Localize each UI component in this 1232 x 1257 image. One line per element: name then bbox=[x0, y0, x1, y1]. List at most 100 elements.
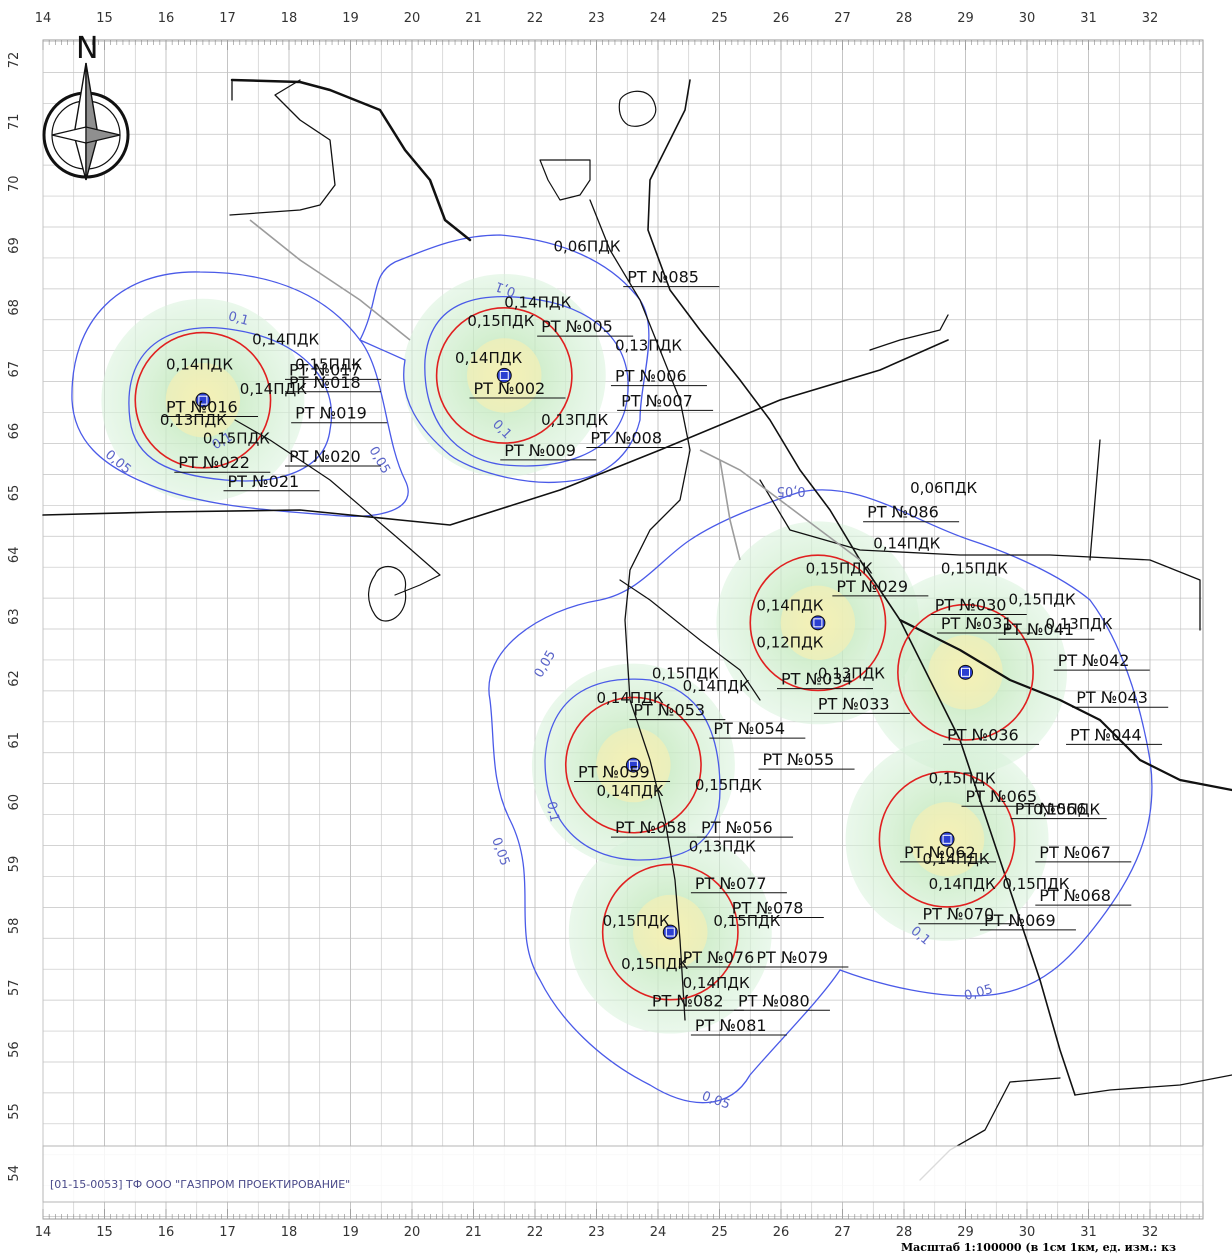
x-tick-label-top: 14 bbox=[35, 11, 52, 26]
frame-ticks bbox=[42, 40, 1200, 1219]
station-label: РТ №082 bbox=[652, 991, 724, 1010]
y-tick-label: 71 bbox=[7, 114, 22, 131]
x-tick-label-top: 29 bbox=[957, 11, 974, 26]
x-tick-label-bottom: 30 bbox=[1019, 1225, 1036, 1240]
station-label-group: РТ №080 bbox=[733, 991, 830, 1011]
station-label-group: РТ №034 bbox=[777, 670, 873, 690]
sanitary-zone-circle bbox=[749, 554, 887, 692]
pdk-label: 0,14ПДК bbox=[683, 677, 750, 695]
station-label-group: РТ №006 bbox=[610, 367, 707, 387]
isoline-value-label: 0,1 bbox=[226, 309, 250, 329]
x-tick-label-bottom: 23 bbox=[588, 1225, 605, 1240]
x-tick-label-top: 16 bbox=[158, 11, 175, 26]
station-label-group: РТ №076 bbox=[678, 948, 775, 968]
x-tick-label-bottom: 16 bbox=[158, 1225, 175, 1240]
station-label-group: РТ №070 bbox=[918, 905, 1015, 925]
x-tick-label-bottom: 24 bbox=[650, 1225, 667, 1240]
station-label: РТ №002 bbox=[474, 379, 546, 398]
station-label: РТ №055 bbox=[763, 750, 835, 769]
pdk-label: 0,13ПДК bbox=[1045, 615, 1112, 633]
isoline-value-label: 0,05 bbox=[777, 483, 806, 498]
north-label: N bbox=[76, 31, 98, 66]
station-label: РТ №053 bbox=[633, 701, 705, 720]
emission-source-marker bbox=[810, 615, 826, 631]
station-label: РТ №054 bbox=[713, 719, 785, 738]
isoline-0.05-west bbox=[71, 271, 409, 517]
sanitary-zone-circle bbox=[878, 770, 1016, 908]
station-label: РТ №018 bbox=[289, 373, 361, 392]
x-tick-label-bottom: 18 bbox=[281, 1225, 298, 1240]
x-tick-label-bottom: 26 bbox=[773, 1225, 790, 1240]
pdk-label: 0,15ПДК bbox=[652, 665, 719, 683]
station-label: РТ №070 bbox=[922, 905, 994, 924]
station-label-group: РТ №069 bbox=[979, 911, 1076, 931]
station-label-group: РТ №029 bbox=[832, 577, 929, 597]
station-label-group: РТ №059 bbox=[574, 762, 671, 782]
pdk-label: 0,14ПДК bbox=[756, 596, 823, 614]
road-southeast bbox=[1074, 1074, 1232, 1096]
station-label: РТ №017 bbox=[289, 360, 361, 379]
pdk-label: 0,15ПДК bbox=[1009, 590, 1076, 608]
pdk-label: 0,15ПДК bbox=[1002, 875, 1069, 893]
station-label-group: РТ №085 bbox=[623, 268, 720, 288]
sanitary-zone-circle bbox=[134, 331, 272, 469]
x-tick-label-top: 20 bbox=[404, 11, 421, 26]
x-tick-label-bottom: 14 bbox=[35, 1225, 52, 1240]
station-label-group: РТ №067 bbox=[1035, 843, 1132, 863]
pdk-label: 0,15ПДК bbox=[695, 776, 762, 794]
y-tick-label: 55 bbox=[7, 1103, 22, 1120]
station-label-group: РТ №054 bbox=[709, 719, 806, 739]
road-north-2 bbox=[539, 159, 591, 201]
y-tick-label: 60 bbox=[7, 794, 22, 811]
station-label-group: РТ №009 bbox=[500, 441, 597, 461]
x-tick-label-top: 23 bbox=[588, 11, 605, 26]
x-tick-label-top: 31 bbox=[1080, 11, 1097, 26]
x-tick-label-bottom: 32 bbox=[1142, 1225, 1159, 1240]
y-tick-label: 57 bbox=[7, 979, 22, 996]
emission-source-marker bbox=[958, 664, 973, 680]
station-label: РТ №065 bbox=[966, 787, 1038, 806]
station-label: РТ №068 bbox=[1039, 886, 1111, 905]
station-label: РТ №005 bbox=[541, 317, 613, 336]
road-main-west bbox=[42, 339, 949, 526]
station-label: РТ №042 bbox=[1058, 651, 1130, 670]
road-central-2 bbox=[589, 199, 691, 1021]
pdk-label: 0,15ПДК bbox=[713, 912, 780, 930]
x-tick-label-top: 28 bbox=[896, 11, 913, 26]
pdk-label: 0,06ПДК bbox=[553, 238, 620, 256]
station-label-group: РТ №020 bbox=[285, 447, 381, 467]
station-label-group: РТ №043 bbox=[1072, 688, 1169, 708]
station-label: РТ №056 bbox=[701, 818, 773, 837]
station-label-group: РТ №008 bbox=[586, 428, 683, 448]
coordinate-labels: 14 14 15 15 16 16 17 17 18 18 19 19 20 20 21 21 22 22 23 23… bbox=[7, 11, 1158, 1240]
station-label-group: РТ №017 bbox=[285, 360, 381, 380]
road-central-1 bbox=[647, 79, 1076, 1096]
pdk-label: 0,14ПДК bbox=[504, 293, 571, 311]
station-label-group: РТ №036 bbox=[943, 725, 1040, 745]
y-tick-label: 65 bbox=[7, 485, 22, 502]
x-tick-label-top: 21 bbox=[465, 11, 482, 26]
road-lake bbox=[368, 566, 407, 622]
x-tick-label-top: 15 bbox=[96, 11, 113, 26]
station-label-group: РТ №018 bbox=[285, 373, 381, 393]
x-tick-label-bottom: 15 bbox=[96, 1225, 113, 1240]
station-label: РТ №041 bbox=[1002, 620, 1074, 639]
station-label: РТ №030 bbox=[935, 595, 1007, 614]
station-label-group: РТ №068 bbox=[1035, 886, 1132, 906]
pdk-label: 0,15ПДК bbox=[603, 912, 670, 930]
sanitary-zone-circle bbox=[435, 306, 573, 444]
station-label: РТ №067 bbox=[1039, 843, 1111, 862]
km-grid bbox=[42, 40, 1203, 1219]
station-label-group: РТ №030 bbox=[930, 595, 1027, 615]
y-tick-label: 54 bbox=[7, 1165, 22, 1182]
station-label-group: РТ №016 bbox=[162, 398, 258, 418]
y-tick-label: 61 bbox=[7, 732, 22, 749]
pdk-label: 0,12ПДК bbox=[756, 634, 823, 652]
station-label: РТ №009 bbox=[504, 441, 576, 460]
emission-source-marker-box bbox=[942, 834, 952, 844]
y-tick-label: 58 bbox=[7, 918, 22, 935]
station-label: РТ №036 bbox=[947, 725, 1019, 744]
pdk-label: 0,15ПДК bbox=[295, 355, 362, 373]
